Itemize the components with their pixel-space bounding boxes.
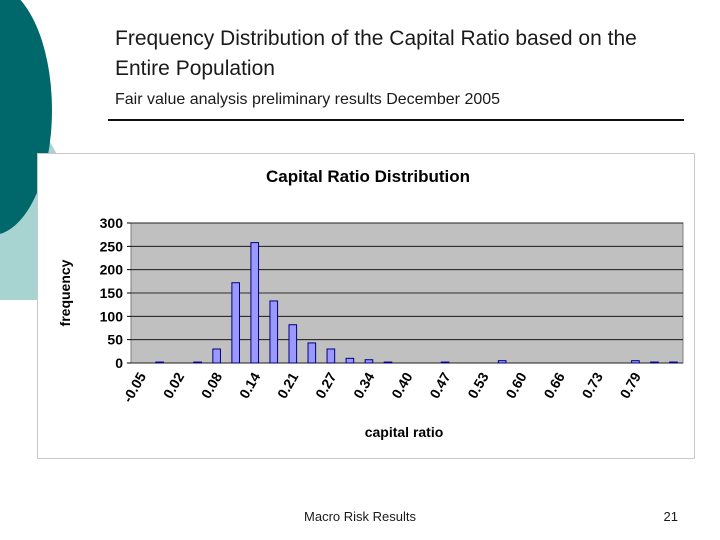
y-axis-label: frequency	[57, 259, 73, 326]
bar	[497, 360, 507, 364]
bar	[631, 360, 640, 364]
bar	[650, 361, 659, 364]
x-tick-label: 0.53	[464, 369, 492, 401]
bar	[231, 282, 240, 364]
bar	[288, 324, 298, 364]
x-tick-label: 0.34	[350, 369, 378, 401]
y-tick-label: 100	[100, 308, 124, 324]
x-tick-label: 0.40	[388, 369, 416, 401]
footer-text: Macro Risk Results	[304, 509, 416, 524]
bar	[269, 300, 279, 364]
x-axis-ticks: -0.05 0.02 0.08 0.14 0.21 0.27 0.34 0.40 0.47 0.5…	[119, 369, 644, 405]
bar	[326, 348, 336, 364]
x-tick-label: 0.27	[312, 369, 340, 401]
y-tick-label: 0	[115, 355, 123, 371]
bar	[345, 357, 355, 364]
bar	[364, 359, 374, 364]
bars	[155, 242, 678, 364]
slide-title: Frequency Distribution of the Capital Ra…	[115, 27, 637, 80]
bar	[383, 361, 393, 364]
title-divider	[108, 119, 684, 121]
bar	[250, 242, 260, 364]
x-tick-label: 0.79	[617, 369, 645, 401]
x-tick-label: 0.02	[160, 369, 188, 401]
x-tick-label: 0.08	[198, 369, 226, 401]
bar	[193, 361, 202, 364]
x-tick-label: 0.73	[578, 369, 606, 401]
slide-subtitle: Fair value analysis preliminary results …	[115, 91, 501, 108]
gridlines	[131, 222, 683, 364]
y-tick-label: 300	[100, 215, 124, 231]
x-tick-label: 0.21	[274, 369, 302, 401]
capital-ratio-chart: Capital Ratio Distribution 0 50 100 150 200 2…	[57, 167, 684, 440]
chart-title: Capital Ratio Distribution	[266, 167, 470, 186]
y-tick-label: 250	[100, 238, 124, 254]
bar	[669, 361, 678, 364]
y-tick-label: 50	[107, 332, 123, 348]
x-tick-label: 0.66	[540, 369, 568, 401]
bar	[307, 342, 317, 364]
bar	[155, 361, 164, 364]
bar	[440, 361, 450, 364]
x-axis-label: capital ratio	[365, 424, 444, 440]
x-tick-label: 0.47	[426, 369, 454, 401]
x-tick-label: -0.05	[119, 369, 149, 405]
y-axis-ticks: 0 50 100 150 200 250 300	[100, 215, 131, 371]
y-tick-label: 200	[100, 262, 124, 278]
x-tick-label: 0.60	[502, 369, 530, 401]
page-number: 21	[663, 509, 678, 524]
bar	[212, 348, 221, 364]
y-tick-label: 150	[100, 285, 124, 301]
x-tick-label: 0.14	[236, 369, 264, 401]
chart-container: Capital Ratio Distribution 0 50 100 150 200 2…	[37, 153, 695, 459]
